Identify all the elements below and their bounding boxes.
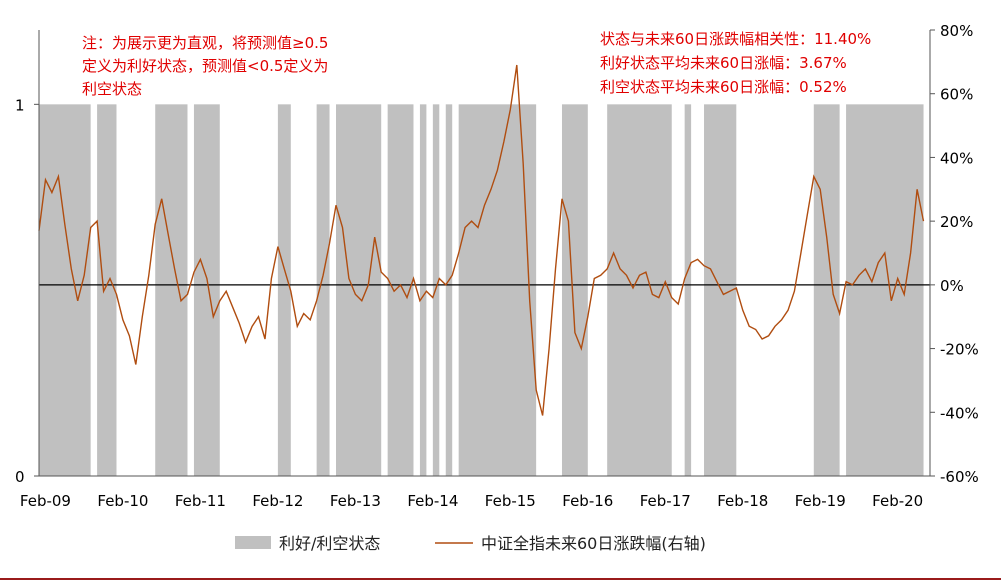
right-tick-label: -20% bbox=[940, 341, 979, 359]
right-tick-label: 0% bbox=[940, 277, 964, 295]
right-tick-label: -60% bbox=[940, 468, 979, 486]
right-axis-ticks: -60% -40% -20% 0% 20% 40% 60% 80% bbox=[930, 22, 979, 486]
stats-line: 利空状态平均未来60日涨幅：0.52% bbox=[600, 78, 847, 96]
state-bar-1 bbox=[97, 104, 117, 476]
x-tick-label: Feb-15 bbox=[485, 492, 536, 510]
right-tick-label: 40% bbox=[940, 149, 973, 167]
x-tick-label: Feb-09 bbox=[20, 492, 71, 510]
legend-bar-label: 利好/利空状态 bbox=[279, 534, 380, 553]
legend-bar-swatch bbox=[235, 536, 271, 549]
x-tick-label: Feb-16 bbox=[562, 492, 613, 510]
left-tick-label: 0 bbox=[15, 468, 25, 486]
state-bar-9 bbox=[432, 104, 440, 476]
state-bar-13 bbox=[607, 104, 672, 476]
right-tick-label: 20% bbox=[940, 213, 973, 231]
state-bar-10 bbox=[445, 104, 453, 476]
state-bar-3 bbox=[193, 104, 220, 476]
legend-line-label: 中证全指未来60日涨跌幅(右轴) bbox=[481, 534, 706, 553]
state-bar-11 bbox=[458, 104, 537, 476]
x-tick-label: Feb-13 bbox=[330, 492, 381, 510]
note-line: 注：为展示更为直观，将预测值≥0.5 bbox=[82, 34, 328, 52]
x-tick-label: Feb-14 bbox=[407, 492, 458, 510]
state-bar-5 bbox=[316, 104, 330, 476]
note-line: 利空状态 bbox=[82, 80, 142, 98]
note-line: 定义为利好状态，预测值<0.5定义为 bbox=[82, 57, 328, 75]
right-tick-label: -40% bbox=[940, 404, 979, 422]
state-bar-6 bbox=[336, 104, 382, 476]
left-axis-ticks: 01 bbox=[15, 96, 39, 486]
x-tick-label: Feb-17 bbox=[640, 492, 691, 510]
x-axis-ticks: Feb-09 Feb-10 Feb-11 Feb-12 Feb-13 Feb-14 Feb-… bbox=[20, 492, 923, 510]
state-bar-12 bbox=[561, 104, 588, 476]
right-tick-label: 80% bbox=[940, 22, 973, 40]
state-bar-2 bbox=[155, 104, 188, 476]
state-bars bbox=[39, 104, 924, 476]
state-bar-14 bbox=[684, 104, 692, 476]
state-bar-8 bbox=[419, 104, 427, 476]
state-bar-4 bbox=[277, 104, 291, 476]
stats-line: 利好状态平均未来60日涨幅：3.67% bbox=[600, 54, 847, 72]
state-bar-17 bbox=[846, 104, 924, 476]
x-tick-label: Feb-20 bbox=[872, 492, 923, 510]
legend: 利好/利空状态 中证全指未来60日涨跌幅(右轴) bbox=[235, 534, 706, 553]
left-tick-label: 1 bbox=[15, 96, 25, 114]
state-bar-0 bbox=[39, 104, 91, 476]
stats-line: 状态与未来60日涨跌幅相关性：11.40% bbox=[600, 30, 871, 48]
stats-annotation: 状态与未来60日涨跌幅相关性：11.40% 利好状态平均未来60日涨幅：3.67%… bbox=[600, 30, 871, 96]
x-tick-label: Feb-10 bbox=[97, 492, 148, 510]
state-bar-16 bbox=[813, 104, 840, 476]
x-tick-label: Feb-12 bbox=[252, 492, 303, 510]
series-line bbox=[38, 64, 925, 416]
x-tick-label: Feb-11 bbox=[175, 492, 226, 510]
x-tick-label: Feb-18 bbox=[717, 492, 768, 510]
x-tick-label: Feb-19 bbox=[795, 492, 846, 510]
right-tick-label: 60% bbox=[940, 86, 973, 104]
